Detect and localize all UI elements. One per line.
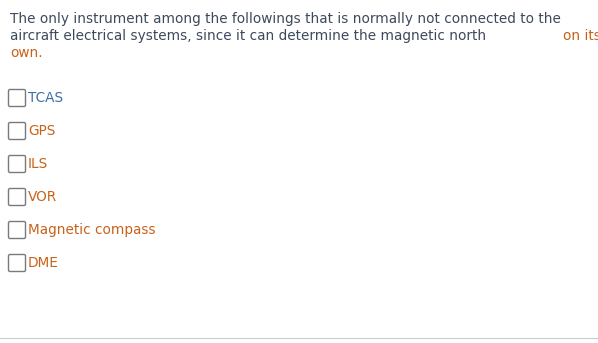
FancyBboxPatch shape — [8, 122, 26, 140]
Text: TCAS: TCAS — [28, 91, 63, 105]
FancyBboxPatch shape — [8, 189, 26, 205]
Text: DME: DME — [28, 256, 59, 270]
Text: Magnetic compass: Magnetic compass — [28, 223, 155, 237]
FancyBboxPatch shape — [8, 255, 26, 272]
FancyBboxPatch shape — [8, 90, 26, 106]
Text: aircraft electrical systems, since it can determine the magnetic north: aircraft electrical systems, since it ca… — [10, 29, 490, 43]
Text: VOR: VOR — [28, 190, 57, 204]
FancyBboxPatch shape — [8, 155, 26, 173]
Text: GPS: GPS — [28, 124, 56, 138]
FancyBboxPatch shape — [8, 222, 26, 238]
Text: ILS: ILS — [28, 157, 48, 171]
Text: The only instrument among the followings that is normally not connected to the: The only instrument among the followings… — [10, 12, 561, 26]
Text: on its: on its — [563, 29, 598, 43]
Text: own.: own. — [10, 46, 42, 60]
